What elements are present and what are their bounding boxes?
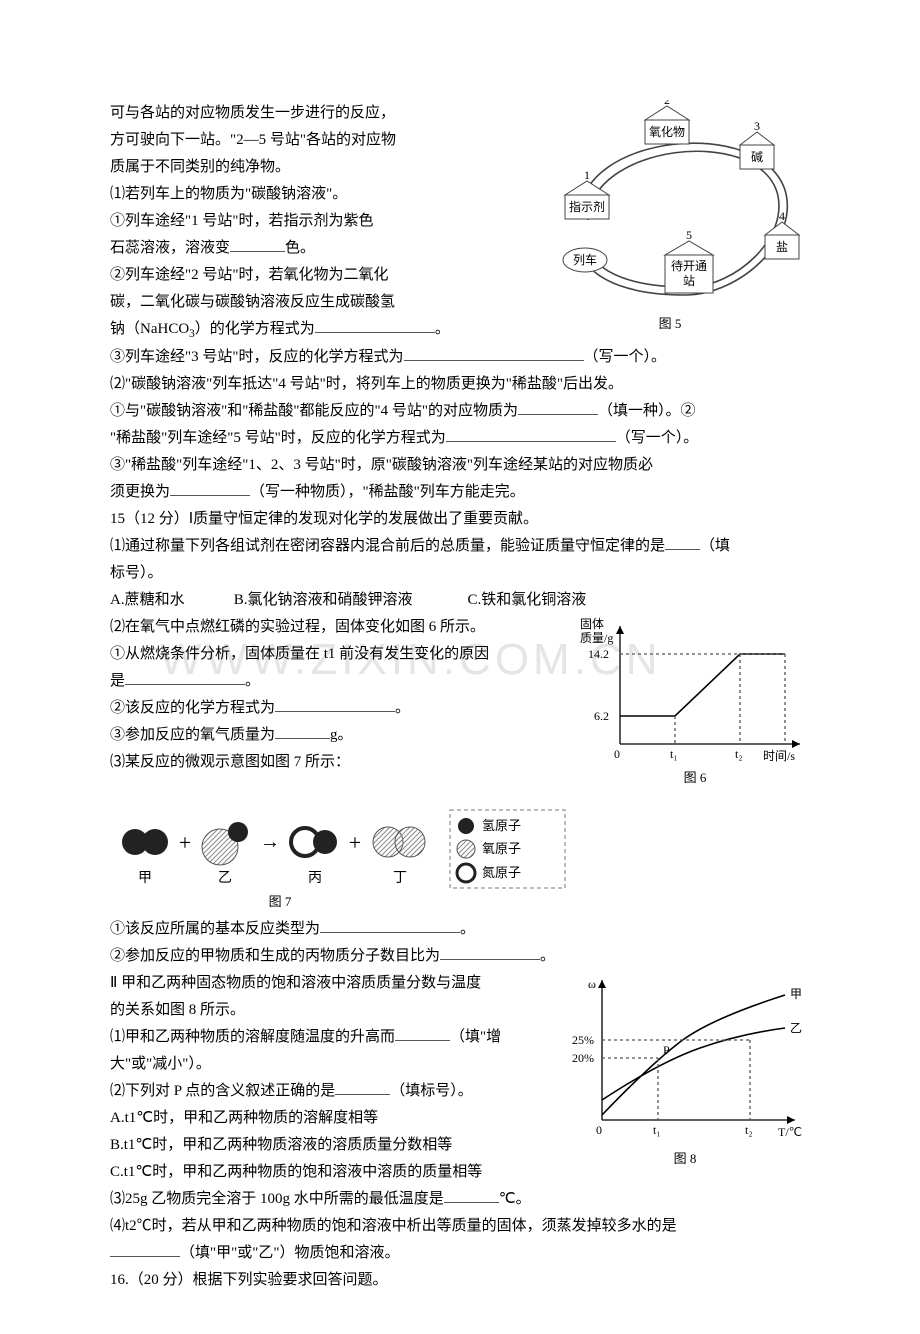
figure-7: 甲 + 乙 → 丙 + 丁 氢原子 氧 <box>110 802 810 912</box>
II-4: ⑷t2℃时，若从甲和乙两种物质的饱和溶液中析出等质量的固体，须蒸发掉较多水的是 <box>110 1213 810 1240</box>
blank <box>335 1094 390 1095</box>
svg-text:1: 1 <box>584 168 590 182</box>
svg-text:甲: 甲 <box>138 871 152 886</box>
text-l10: ③列车途经"3 号站"时，反应的化学方程式为（写一个）。 <box>110 344 810 371</box>
figure-6-caption: 图 6 <box>580 766 810 789</box>
blank <box>518 414 598 415</box>
svg-text:t₂: t₂ <box>735 747 743 761</box>
svg-text:20%: 20% <box>572 1051 594 1065</box>
text-l15: 须更换为（写一种物质），"稀盐酸"列车方能走完。 <box>110 479 810 506</box>
svg-text:站: 站 <box>683 274 695 288</box>
q15-3-1: ①该反应所属的基本反应类型为。 <box>110 916 810 943</box>
svg-text:固体: 固体 <box>580 617 604 631</box>
svg-text:氧原子: 氧原子 <box>482 841 521 856</box>
blank <box>665 549 700 550</box>
svg-text:14.2: 14.2 <box>588 647 609 661</box>
svg-text:0: 0 <box>614 747 620 761</box>
svg-text:丙: 丙 <box>308 871 322 886</box>
figure-5-svg: 1 指示剂 2 氧化物 3 碱 <box>530 100 810 310</box>
svg-text:时间/s: 时间/s <box>763 749 795 763</box>
blank <box>395 1040 450 1041</box>
svg-text:5: 5 <box>686 228 692 242</box>
blank <box>170 495 250 496</box>
text-l14: ③"稀盐酸"列车途经"1、2、3 号站"时，原"碳酸钠溶液"列车途经某站的对应物… <box>110 452 810 479</box>
svg-text:氮原子: 氮原子 <box>482 865 521 880</box>
station-4-label: 盐 <box>776 240 788 254</box>
figure-6-svg: 固体 质量/g 14.2 6.2 0 t₁ t₂ 时间/s <box>580 614 810 764</box>
figure-8-caption: 图 8 <box>560 1147 810 1170</box>
svg-text:→: → <box>260 831 280 853</box>
svg-text:4: 4 <box>779 209 785 223</box>
blank <box>444 1202 499 1203</box>
svg-text:t₁: t₁ <box>670 747 678 761</box>
svg-text:P: P <box>663 1043 670 1057</box>
svg-text:T/℃: T/℃ <box>778 1125 802 1139</box>
q16: 16.（20 分）根据下列实验要求回答问题。 <box>110 1267 810 1294</box>
svg-text:图 7: 图 7 <box>269 894 292 909</box>
blank <box>230 251 285 252</box>
figure-5-caption: 图 5 <box>530 312 810 335</box>
svg-text:2: 2 <box>664 100 670 107</box>
blank <box>275 711 395 712</box>
train-label: 列车 <box>573 252 597 267</box>
q15-1: ⑴通过称量下列各组试剂在密闭容器内混合前后的总质量，能验证质量守恒定律的是（填 <box>110 533 810 560</box>
station-2-label: 氧化物 <box>649 125 685 139</box>
blank <box>320 932 460 933</box>
figure-5: 1 指示剂 2 氧化物 3 碱 <box>530 100 810 335</box>
svg-text:25%: 25% <box>572 1033 594 1047</box>
station-3-label: 碱 <box>751 150 763 164</box>
svg-text:+: + <box>179 830 191 855</box>
svg-text:t₂: t₂ <box>745 1123 753 1137</box>
q15-1c: 标号）。 <box>110 560 810 587</box>
blank <box>315 332 435 333</box>
blank <box>404 360 584 361</box>
svg-text:ω: ω <box>588 977 596 991</box>
text-l12: ①与"碳酸钠溶液"和"稀盐酸"都能反应的"4 号站"的对应物质为（填一种）。② <box>110 398 810 425</box>
q15-options: A.蔗糖和水 B.氯化钠溶液和硝酸钾溶液 C.铁和氯化铜溶液 <box>110 587 810 614</box>
svg-text:+: + <box>349 830 361 855</box>
svg-text:t₁: t₁ <box>653 1123 661 1137</box>
II-4b: （填"甲"或"乙"）物质饱和溶液。 <box>110 1240 810 1267</box>
II-3: ⑶25g 乙物质完全溶于 100g 水中所需的最低温度是℃。 <box>110 1186 810 1213</box>
blank <box>446 441 616 442</box>
figure-8-svg: ω 25% 20% P 0 t₁ t₂ T/℃ 甲 乙 <box>560 970 810 1145</box>
svg-text:待开通: 待开通 <box>671 259 707 273</box>
figure-8: ω 25% 20% P 0 t₁ t₂ T/℃ 甲 乙 图 8 <box>560 970 810 1170</box>
svg-text:6.2: 6.2 <box>594 709 609 723</box>
svg-text:0: 0 <box>596 1123 602 1137</box>
blank <box>275 738 330 739</box>
figure-7-svg: 甲 + 乙 → 丙 + 丁 氢原子 氧 <box>110 802 570 912</box>
svg-text:乙: 乙 <box>790 1021 802 1035</box>
station-1-label: 指示剂 <box>569 199 605 214</box>
q15-3-2: ②参加反应的甲物质和生成的丙物质分子数目比为。 <box>110 943 810 970</box>
text-l11: ⑵"碳酸钠溶液"列车抵达"4 号站"时，将列车上的物质更换为"稀盐酸"后出发。 <box>110 371 810 398</box>
figure-6: 固体 质量/g 14.2 6.2 0 t₁ t₂ 时间/s 图 6 <box>580 614 810 789</box>
svg-text:乙: 乙 <box>218 870 232 886</box>
svg-text:3: 3 <box>754 119 760 133</box>
text-l13: "稀盐酸"列车途经"5 号站"时，反应的化学方程式为（写一个）。 <box>110 425 810 452</box>
blank <box>125 684 245 685</box>
svg-text:质量/g: 质量/g <box>580 631 613 645</box>
svg-text:甲: 甲 <box>790 987 802 1001</box>
q15: 15（12 分）Ⅰ质量守恒定律的发现对化学的发展做出了重要贡献。 <box>110 506 810 533</box>
blank <box>110 1256 180 1257</box>
svg-text:丁: 丁 <box>393 871 407 886</box>
svg-text:氢原子: 氢原子 <box>482 818 521 833</box>
blank <box>440 959 540 960</box>
